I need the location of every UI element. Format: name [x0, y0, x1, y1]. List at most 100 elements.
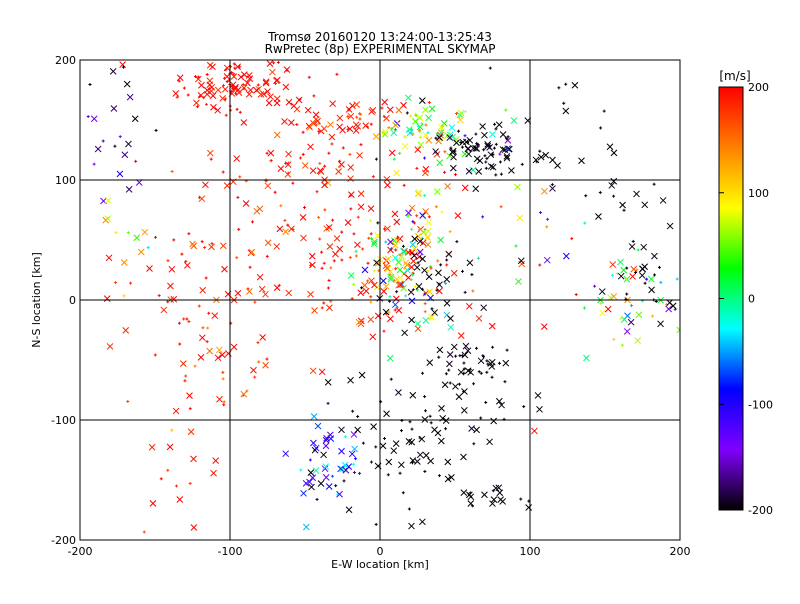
scatter-point: [382, 227, 386, 231]
scatter-point: [265, 357, 269, 361]
scatter-point: [237, 227, 241, 231]
scatter-point: [414, 458, 421, 465]
scatter-point: [305, 122, 313, 130]
scatter-point: [448, 230, 452, 234]
scatter-point: [318, 237, 322, 241]
scatter-point: [408, 248, 416, 256]
scatter-point: [369, 295, 373, 299]
scatter-point: [189, 240, 196, 248]
scatter-point: [423, 469, 427, 473]
scatter-point: [391, 210, 399, 218]
scatter-point: [417, 141, 425, 149]
scatter-point: [452, 383, 459, 390]
scatter-point: [384, 181, 391, 189]
scatter-point: [484, 140, 492, 148]
scatter-point: [262, 79, 270, 87]
scatter-point: [625, 266, 629, 270]
scatter-point: [232, 62, 236, 66]
scatter-point: [324, 378, 332, 386]
scatter-point: [652, 182, 656, 186]
scatter-point: [479, 123, 486, 130]
scatter-point: [321, 181, 328, 189]
scatter-point: [175, 95, 179, 99]
scatter-point: [221, 377, 225, 381]
scatter-point: [282, 83, 290, 91]
scatter-point: [360, 286, 364, 290]
colorbar-tick-label: 200: [748, 81, 769, 94]
scatter-point: [265, 254, 269, 258]
scatter-point: [399, 256, 403, 260]
scatter-point: [423, 156, 427, 160]
scatter-point: [457, 109, 465, 117]
scatter-point: [429, 421, 433, 425]
scatter-point: [574, 293, 578, 297]
scatter-point: [355, 318, 363, 326]
scatter-point: [475, 143, 479, 147]
scatter-point: [308, 252, 316, 260]
scatter-point: [242, 87, 246, 91]
scatter-point: [342, 479, 346, 483]
scatter-point: [186, 392, 193, 400]
scatter-point: [384, 255, 392, 263]
scatter-point: [193, 364, 197, 368]
scatter-point: [336, 114, 344, 122]
scatter-point: [443, 170, 447, 174]
scatter-point: [332, 259, 336, 263]
scatter-point: [411, 132, 415, 136]
scatter-point: [201, 326, 205, 330]
scatter-point: [235, 107, 239, 111]
scatter-point: [418, 135, 422, 139]
scatter-point: [172, 90, 180, 97]
scatter-point: [339, 465, 346, 473]
scatter-point: [317, 215, 321, 219]
scatter-point: [253, 207, 261, 215]
scatter-point: [351, 409, 355, 413]
scatter-point: [210, 469, 217, 477]
scatter-point: [458, 382, 462, 386]
scatter-point: [424, 227, 432, 235]
scatter-point: [462, 367, 466, 371]
scatter-point: [126, 93, 134, 101]
scatter-point: [477, 357, 485, 365]
scatter-point: [256, 341, 260, 345]
scatter-point: [272, 61, 276, 65]
scatter-point: [426, 288, 433, 296]
scatter-point: [118, 135, 122, 139]
scatter-point: [430, 307, 434, 311]
x-tick-label: 0: [377, 545, 384, 558]
scatter-point: [203, 245, 207, 249]
scatter-point: [221, 85, 229, 93]
scatter-point: [241, 83, 245, 87]
scatter-point: [323, 434, 330, 442]
scatter-point: [386, 106, 394, 114]
scatter-point: [408, 420, 412, 424]
scatter-point: [497, 496, 504, 503]
scatter-point: [410, 227, 414, 231]
scatter-point: [538, 149, 542, 153]
scatter-point: [422, 451, 430, 459]
scatter-point: [421, 266, 428, 274]
scatter-point: [409, 391, 417, 399]
scatter-point: [183, 379, 187, 383]
scatter-point: [659, 197, 667, 204]
scatter-point: [131, 115, 139, 123]
scatter-point: [396, 266, 404, 274]
scatter-point: [207, 311, 211, 315]
scatter-point: [480, 304, 488, 312]
scatter-point: [92, 162, 96, 166]
scatter-point: [331, 218, 335, 222]
scatter-point: [293, 105, 301, 113]
scatter-point: [352, 462, 356, 466]
scatter-point: [276, 225, 284, 233]
scatter-point: [428, 414, 432, 418]
scatter-point: [471, 289, 475, 293]
scatter-point: [645, 277, 649, 281]
x-tick-label: -200: [68, 545, 93, 558]
scatter-point: [411, 220, 415, 224]
colorbar-tick-label: -100: [748, 398, 773, 411]
scatter-point: [387, 310, 391, 314]
scatter-point: [172, 407, 180, 415]
scatter-point: [103, 295, 111, 302]
scatter-point: [467, 368, 475, 376]
scatter-point: [230, 343, 238, 351]
